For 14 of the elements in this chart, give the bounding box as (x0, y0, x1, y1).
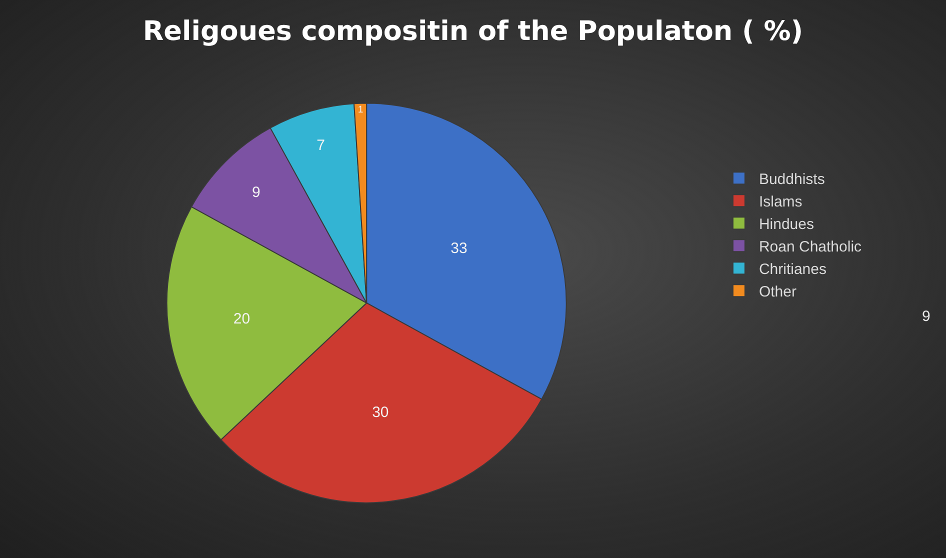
legend-label: Buddhists (758, 170, 825, 188)
data-label: 20 (233, 310, 250, 328)
text: 9 (922, 308, 930, 325)
data-label: 33 (450, 240, 468, 257)
legend-label: Islams (758, 193, 802, 210)
data-label: 30 (372, 404, 389, 422)
chart-title: Religoues compositin of the Populaton ( %) (142, 16, 804, 48)
data-label: 7 (316, 137, 325, 154)
legend-label: Roan Chatholic (758, 238, 862, 256)
legend-label: Chritianes (758, 260, 826, 278)
data-label: 1 (358, 104, 364, 116)
legend-label: Hindues (758, 216, 814, 233)
legend-label: Other (758, 283, 796, 300)
data-label: 9 (252, 184, 260, 202)
